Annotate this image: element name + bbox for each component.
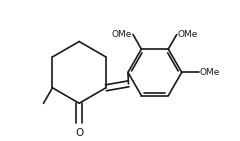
Text: OMe: OMe [112, 30, 132, 39]
Text: OMe: OMe [199, 68, 220, 77]
Text: OMe: OMe [178, 30, 198, 39]
Text: O: O [75, 127, 83, 137]
